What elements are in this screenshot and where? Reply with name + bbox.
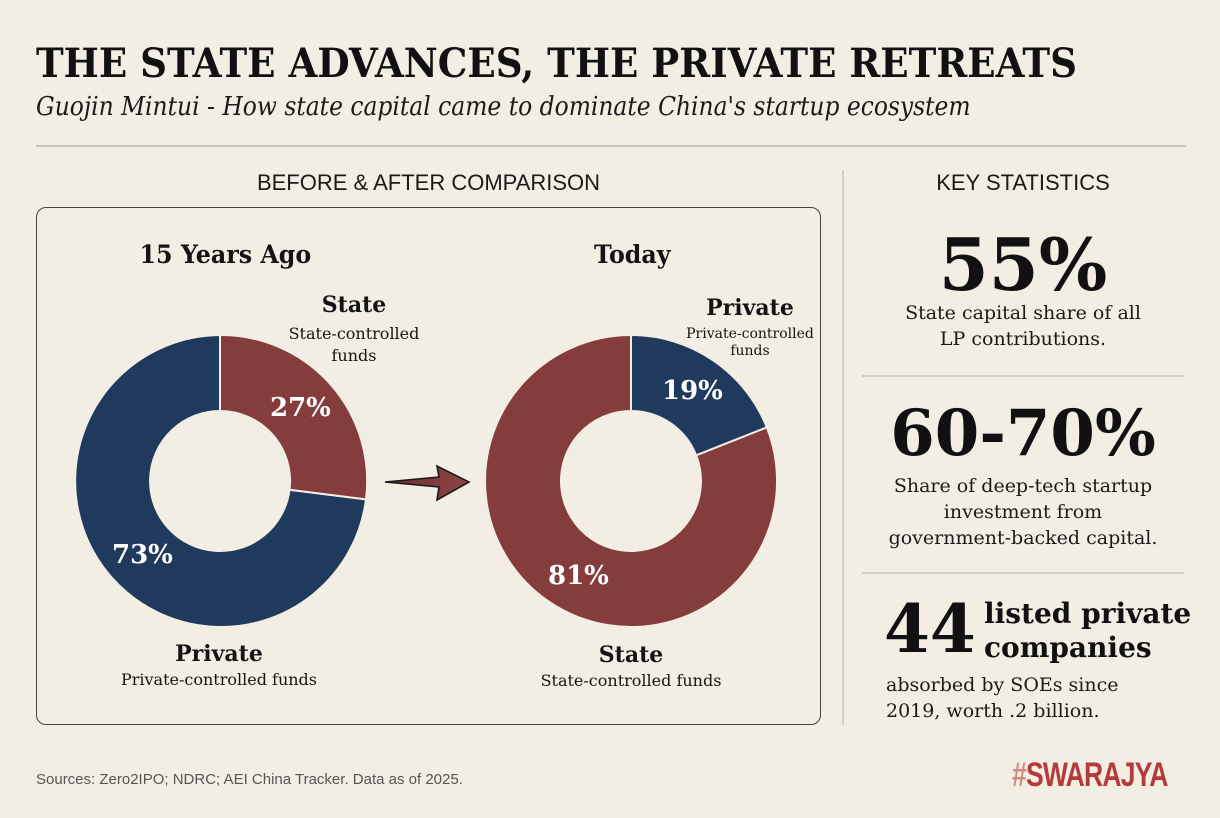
pct-state-before: 27% (270, 393, 331, 423)
vertical-divider (842, 170, 844, 725)
desc-state-today: State-controlled funds (540, 671, 722, 690)
comparison-panel (36, 207, 821, 725)
page-subtitle: Guojin Mintui - How state capital came t… (36, 92, 971, 122)
stat-desc-lp-share-2: LP contributions. (939, 328, 1107, 350)
stat-desc-deeptech-3: government-backed capital. (888, 527, 1158, 549)
label-state-today: State (598, 642, 664, 668)
label-private-before: Private (175, 641, 263, 667)
stat-desc-absorbed-1: absorbed by SOEs since (886, 674, 1119, 696)
stat-divider-1 (862, 375, 1184, 377)
desc-state-before-2: funds (331, 346, 377, 365)
stat-desc-deeptech-1: Share of deep-tech startup (893, 475, 1153, 497)
brand-name: SWARAJYA (1025, 756, 1168, 794)
brand-hash: # (1012, 756, 1027, 794)
label-private-today: Private (706, 295, 794, 321)
stat-desc-absorbed-2: 2019, worth .2 billion. (886, 700, 1100, 722)
stat-value-lp-share: 55% (938, 222, 1108, 307)
header-divider (36, 145, 1186, 147)
desc-state-before-1: State-controlled (288, 324, 420, 343)
stat-desc-lp-share-1: State capital share of all (905, 302, 1141, 324)
pct-private-before: 73% (112, 540, 173, 570)
segment-state-today (484, 334, 778, 628)
stat-divider-2 (862, 572, 1184, 574)
sources-note: Sources: Zero2IPO; NDRC; AEI China Track… (36, 771, 463, 788)
right-arrow-icon (384, 464, 471, 502)
pct-private-today: 19% (662, 376, 723, 406)
stat-value-deeptech: 60-70% (890, 396, 1156, 471)
desc-private-before: Private-controlled funds (120, 670, 318, 689)
comparison-heading: BEFORE & AFTER COMPARISON (256, 170, 601, 195)
donut-chart-today (484, 334, 778, 628)
desc-private-today-1: Private-controlled (686, 326, 814, 342)
chart-title-before: 15 Years Ago (139, 240, 312, 269)
brand-logo: #SWARAJYA (1012, 756, 1168, 795)
stat-value-suffix-1: listed private (984, 597, 1192, 630)
page-title: THE STATE ADVANCES, THE PRIVATE RETREATS (36, 40, 1077, 87)
stats-heading: KEY STATISTICS (936, 170, 1110, 195)
segment-private-today (630, 334, 769, 457)
stat-value-suffix-2: companies (984, 631, 1152, 664)
label-state-before: State (321, 292, 387, 318)
donut-chart-before (74, 334, 367, 628)
stat-value-absorbed: 44 (884, 590, 976, 668)
segment-state-before (219, 334, 367, 501)
chart-title-today: Today (594, 240, 671, 269)
stat-desc-deeptech-2: investment from (943, 501, 1103, 523)
pct-state-today: 81% (548, 561, 609, 591)
segment-private-before (74, 334, 367, 628)
desc-private-today-2: funds (730, 343, 770, 359)
